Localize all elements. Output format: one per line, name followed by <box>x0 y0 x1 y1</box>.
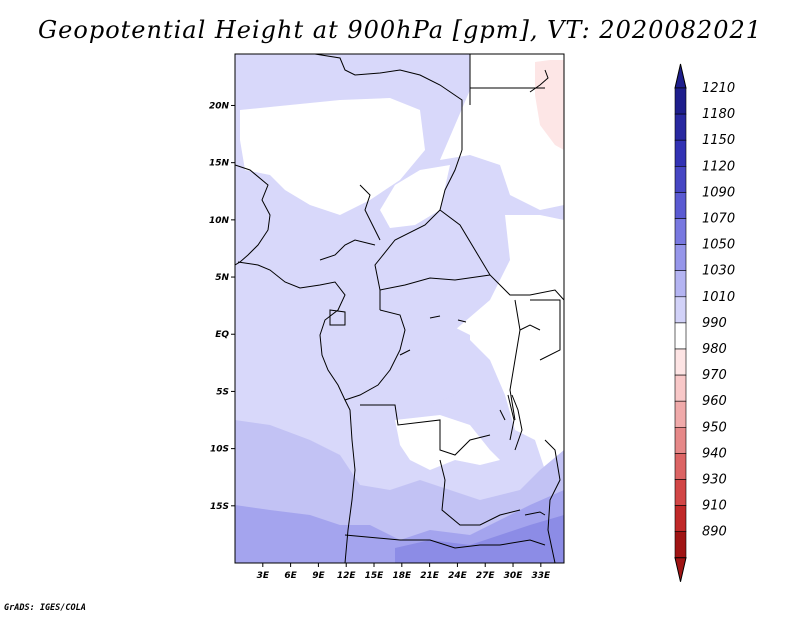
x-tick-label: 6E <box>284 571 297 581</box>
lake-kariba <box>524 511 546 516</box>
colorbar-swatch <box>674 322 687 350</box>
y-tick-label: EQ <box>215 330 229 340</box>
colorbar-label: 910 <box>702 499 727 514</box>
colorbar: 1210 1180 1150 1120 1090 1070 1050 1030 1010 990 9… <box>674 63 735 582</box>
rivers-lakes <box>399 315 541 421</box>
great-lakes-west <box>509 299 521 421</box>
colorbar-swatch <box>674 192 687 219</box>
colorbar-swatch <box>674 113 687 141</box>
colorbar-swatch <box>674 139 687 167</box>
colorbar-swatch <box>674 87 687 115</box>
chart-title: Geopotential Height at 900hPa [gpm], VT:… <box>38 16 762 44</box>
x-tick-label: 24E <box>448 571 468 581</box>
lake-tanganyika <box>507 394 523 451</box>
angola-zambia-border <box>439 459 521 526</box>
colorbar-swatch <box>674 400 687 428</box>
colorbar-label: 1090 <box>702 185 735 200</box>
angola-drc-border <box>360 404 491 456</box>
fill-white-east <box>455 215 564 520</box>
x-tick-label: 12E <box>337 571 357 581</box>
colorbar-label: 930 <box>702 473 727 488</box>
fill-white-north <box>270 54 564 210</box>
colorbar-swatch <box>674 453 687 480</box>
y-tick-label: 10S <box>210 445 229 455</box>
west-coast <box>235 164 271 266</box>
colorbar-top-arrow <box>674 63 687 89</box>
x-tick-label: 9E <box>312 571 325 581</box>
x-tick-label: 3E <box>257 571 270 581</box>
colorbar-swatch <box>674 479 687 506</box>
colorbar-label: 960 <box>702 394 727 409</box>
x-tick-label: 18E <box>392 571 412 581</box>
colorbar-swatch <box>674 166 687 193</box>
colorbar-label: 1150 <box>702 133 735 148</box>
colorbar-swatch <box>674 531 687 559</box>
car-sudan-border <box>439 209 564 301</box>
red-sea-coast <box>529 69 549 93</box>
colorbar-label: 890 <box>702 525 727 540</box>
y-tick-label: 5N <box>215 273 229 283</box>
colorbar-label: 950 <box>702 420 727 435</box>
uganda-kenya <box>530 299 561 361</box>
colorbar-label: 970 <box>702 368 727 383</box>
fill-white-zambia <box>395 415 500 470</box>
x-tick-label: 15E <box>365 571 385 581</box>
fill-white-sahel <box>240 98 425 215</box>
colorbar-bottom-arrow <box>674 557 687 582</box>
colorbar-label: 1210 <box>702 81 735 96</box>
colorbar-swatch <box>674 218 687 245</box>
axis-ticks: 3E 6E 9E 12E 15E 18E 21E 24E 27E 30E 33E 20N 15N 10N 5… <box>209 101 551 581</box>
colorbar-swatch <box>674 348 687 376</box>
x-tick-label: 21E <box>420 571 440 581</box>
y-tick-label: 20N <box>209 101 230 111</box>
fill-1010-congo <box>395 320 470 410</box>
contour-fills <box>235 54 564 563</box>
mozambique-coast <box>544 439 561 563</box>
x-tick-label: 30E <box>504 571 524 581</box>
colorbar-label: 1050 <box>702 238 735 253</box>
sahara-borders <box>314 54 463 150</box>
colorbar-label: 1010 <box>702 290 735 305</box>
colorbar-label: 1180 <box>702 107 735 122</box>
equatorial-guinea <box>329 309 346 326</box>
gulf-coast <box>237 261 356 563</box>
map-frame <box>234 53 565 564</box>
fill-white-chad <box>380 165 450 228</box>
namibia-border <box>344 534 546 549</box>
colorbar-swatch <box>674 426 687 454</box>
x-tick-label: 33E <box>531 571 551 581</box>
colorbar-label: 980 <box>702 342 727 357</box>
car-drc-border <box>379 274 491 291</box>
colorbar-swatch <box>674 505 687 533</box>
y-tick-label: 15S <box>210 502 229 512</box>
fill-1070-south <box>395 515 564 563</box>
colorbar-label: 1120 <box>702 159 735 174</box>
colorbar-swatch <box>674 244 687 272</box>
grads-credit: GrADS: IGES/COLA <box>4 603 86 613</box>
colorbar-label: 1030 <box>702 264 735 279</box>
y-tick-label: 10N <box>209 216 230 226</box>
y-tick-label: 5S <box>216 387 229 397</box>
colorbar-swatch <box>674 296 687 324</box>
colorbar-swatch <box>674 270 687 298</box>
cameroon-border <box>319 239 376 261</box>
colorbar-label: 940 <box>702 446 727 461</box>
colorbar-label: 1070 <box>702 212 735 227</box>
congo-border <box>344 309 406 401</box>
chad-border <box>374 149 463 310</box>
colorbar-label: 990 <box>702 316 727 331</box>
nigeria-chad-border <box>359 184 381 241</box>
y-tick-label: 15N <box>209 159 230 169</box>
country-borders <box>235 54 564 563</box>
colorbar-swatch <box>674 374 687 402</box>
x-tick-label: 27E <box>476 571 496 581</box>
